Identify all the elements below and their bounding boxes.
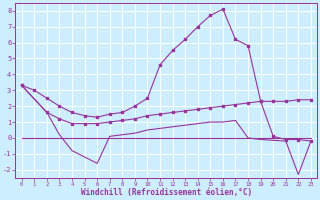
X-axis label: Windchill (Refroidissement éolien,°C): Windchill (Refroidissement éolien,°C): [81, 188, 252, 197]
